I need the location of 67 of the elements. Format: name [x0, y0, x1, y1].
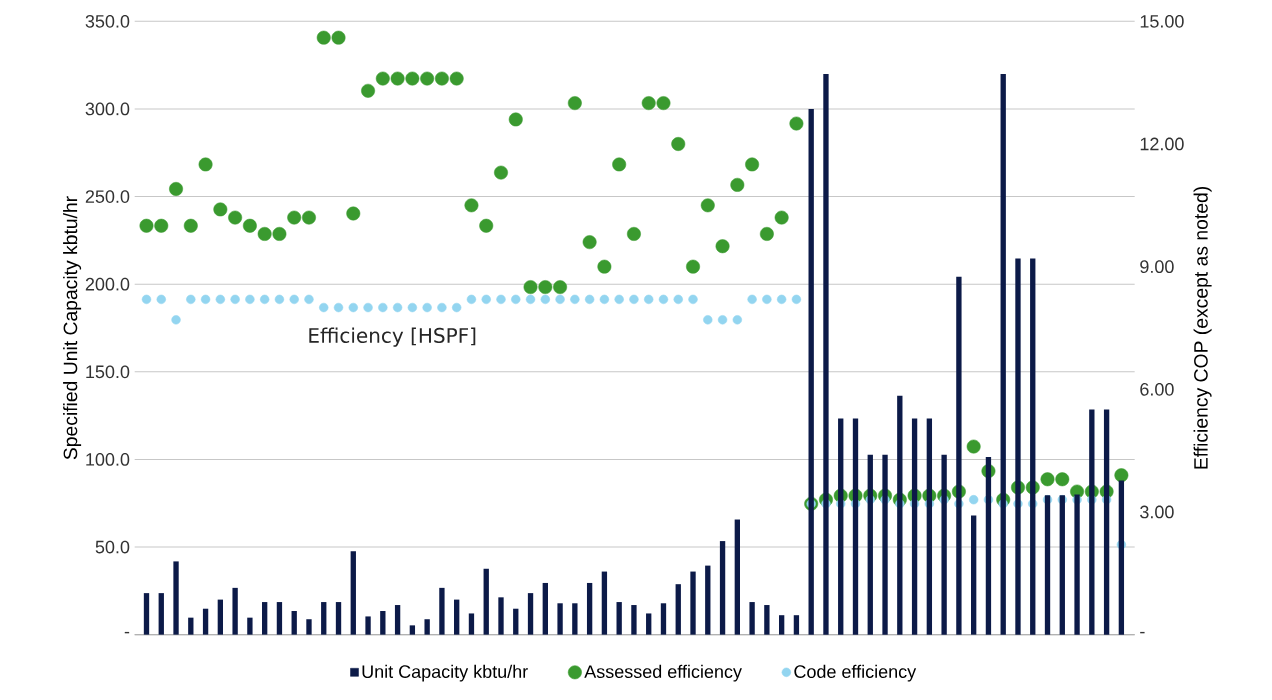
y-tick-label: 150.0 [86, 365, 130, 379]
bar [616, 602, 622, 635]
y-tick-label: 200.0 [85, 277, 130, 291]
bar [306, 619, 312, 635]
bar [586, 582, 593, 635]
bar [335, 602, 342, 635]
y-tick-label: 300.0 [85, 102, 130, 116]
bar [646, 613, 652, 635]
bar [468, 613, 475, 635]
bar [778, 615, 785, 635]
y2-tick-label: - [1140, 631, 1145, 634]
bar [202, 608, 209, 635]
y2-tick-label: 15.00 [1140, 14, 1184, 28]
bar [365, 616, 371, 635]
y-tick-label: - [124, 631, 130, 634]
bar [143, 593, 150, 635]
bar [705, 565, 711, 635]
legend-label: Unit Capacity kbtu/hr [362, 664, 528, 682]
bar [158, 593, 164, 635]
bar [217, 599, 224, 635]
bar [719, 541, 726, 635]
bar [424, 619, 430, 635]
y-tick-label: 350.0 [85, 14, 130, 28]
bar [971, 515, 977, 635]
bar [439, 587, 445, 635]
bar [380, 611, 386, 635]
bar [409, 625, 416, 635]
y2-axis-title: Efficiency COP (except as noted) [1193, 187, 1212, 469]
bar [498, 597, 504, 635]
bar [188, 617, 194, 635]
bar [764, 605, 770, 635]
bar [631, 605, 637, 635]
bar [454, 599, 460, 635]
bar [173, 561, 179, 635]
bar [276, 602, 283, 635]
bar [262, 602, 268, 635]
y2-tick-label: 12.00 [1140, 137, 1184, 151]
bar [793, 615, 800, 635]
y-tick-label: 250.0 [85, 190, 130, 203]
bar [232, 587, 238, 635]
bar [675, 584, 681, 635]
bar [1044, 495, 1051, 635]
y2-tick-label: 3.00 [1140, 505, 1174, 519]
y-axis-title: Specified Unit Capacity kbtu/hr [63, 196, 82, 460]
y-tick-label: 100.0 [86, 453, 130, 466]
bar [749, 602, 755, 635]
bar [601, 571, 608, 635]
y2-tick-label: 9.00 [1140, 260, 1174, 274]
bar [350, 551, 356, 635]
bar [660, 603, 667, 635]
bar [557, 603, 563, 635]
bar [291, 611, 297, 635]
bar [321, 602, 327, 635]
bar [527, 593, 534, 635]
y2-tick-label: 6.00 [1140, 382, 1174, 396]
bar [734, 519, 740, 635]
y-tick-label: 50.0 [95, 540, 130, 554]
bar [690, 571, 696, 635]
bar [394, 605, 401, 635]
annotation: Efficiency [HSPF] [309, 327, 476, 347]
bar [572, 603, 578, 635]
bar [513, 608, 519, 635]
bar [483, 568, 489, 635]
legend-label: Code efficiency [794, 664, 917, 682]
bar [247, 617, 253, 635]
legend-label: Assessed efficiency [584, 664, 742, 682]
bar [542, 582, 548, 635]
